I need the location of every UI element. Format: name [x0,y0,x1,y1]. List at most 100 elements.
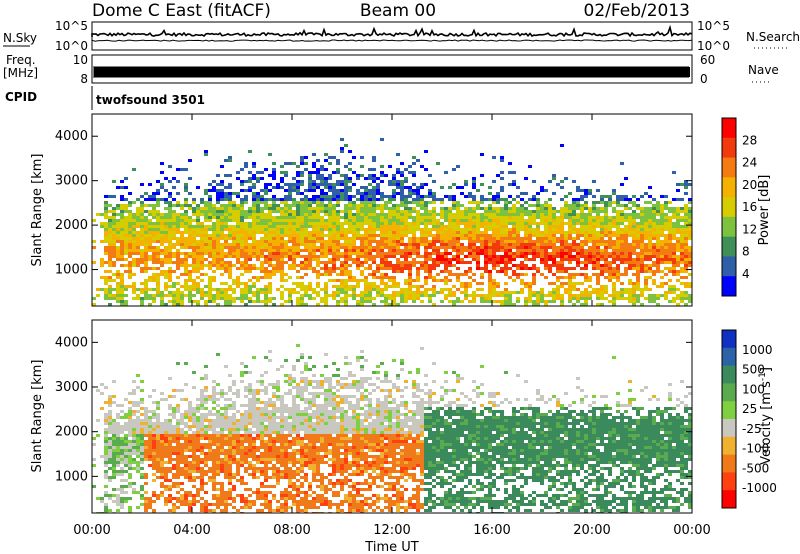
power-cell [288,225,292,228]
power-cell [280,267,284,270]
power-cell [392,297,396,300]
power-cell [264,294,268,297]
nave-bottom-tick: 0 [700,72,708,86]
power-cell [316,195,320,198]
power-cell [244,270,248,273]
power-cell [356,204,360,207]
power-cell [596,303,600,306]
power-cell [312,213,316,216]
power-cell [580,219,584,222]
power-cell [364,258,368,261]
power-cell [624,246,628,249]
power-cell [372,198,376,201]
power-cell [392,279,396,282]
power-cell [208,207,212,210]
power-cell [272,207,276,210]
power-cell [492,288,496,291]
power-cell [236,225,240,228]
power-cell [584,225,588,228]
power-cell [252,240,256,243]
power-cell [336,189,340,192]
power-cell [244,288,248,291]
power-cell [360,165,364,168]
power-cell [560,246,564,249]
power-cell [648,201,652,204]
power-cell [344,204,348,207]
power-cell [128,270,132,273]
power-cell [388,228,392,231]
power-cell [308,213,312,216]
power-cell [456,219,460,222]
power-cell [492,243,496,246]
power-cell [264,237,268,240]
power-cell [472,225,476,228]
power-cell [248,258,252,261]
power-cell [284,225,288,228]
power-cell [148,276,152,279]
power-cell [184,240,188,243]
power-cell [168,237,172,240]
power-cell [492,225,496,228]
power-cell [308,240,312,243]
power-cell [372,273,376,276]
power-cell [452,300,456,303]
power-cell [648,228,652,231]
power-cell [504,213,508,216]
power-cell [368,192,372,195]
velocity-cell [120,458,124,461]
power-cell [524,252,528,255]
power-cell [592,195,596,198]
power-cell [392,192,396,195]
power-cell [644,222,648,225]
power-cell [316,213,320,216]
power-cell [148,213,152,216]
power-cell [468,207,472,210]
power-cell [548,267,552,270]
power-cell [680,243,684,246]
power-cell [528,165,532,168]
power-cell [500,300,504,303]
power-cell [584,288,588,291]
power-cell [616,297,620,300]
power-cell [280,213,284,216]
power-cell [108,234,112,237]
power-cell [188,291,192,294]
power-cell [492,201,496,204]
power-cell [428,288,432,291]
power-cell [340,273,344,276]
power-cell [468,192,472,195]
power-cell [568,210,572,213]
power-cell [428,252,432,255]
power-cell [676,279,680,282]
power-cell [596,219,600,222]
power-cell [184,201,188,204]
power-cell [672,231,676,234]
power-cell [336,219,340,222]
power-cell [308,216,312,219]
power-cell [316,234,320,237]
power-cell [192,210,196,213]
power-cell [368,249,372,252]
velocity-cell [112,494,116,497]
power-cell [660,219,664,222]
power-cell [124,204,128,207]
power-cell [252,213,256,216]
power-cell [120,216,124,219]
power-cell [164,240,168,243]
power-cell [644,276,648,279]
power-cell [500,198,504,201]
power-cell [272,177,276,180]
power-cell [256,219,260,222]
power-cell [592,255,596,258]
power-cell [184,189,188,192]
power-cell [364,228,368,231]
power-cell [208,213,212,216]
power-cell [688,183,692,186]
power-cell [564,234,568,237]
power-cell [276,216,280,219]
power-cell [448,291,452,294]
power-cell [672,261,676,264]
power-cell [212,231,216,234]
power-cell [608,237,612,240]
power-cell [368,228,372,231]
